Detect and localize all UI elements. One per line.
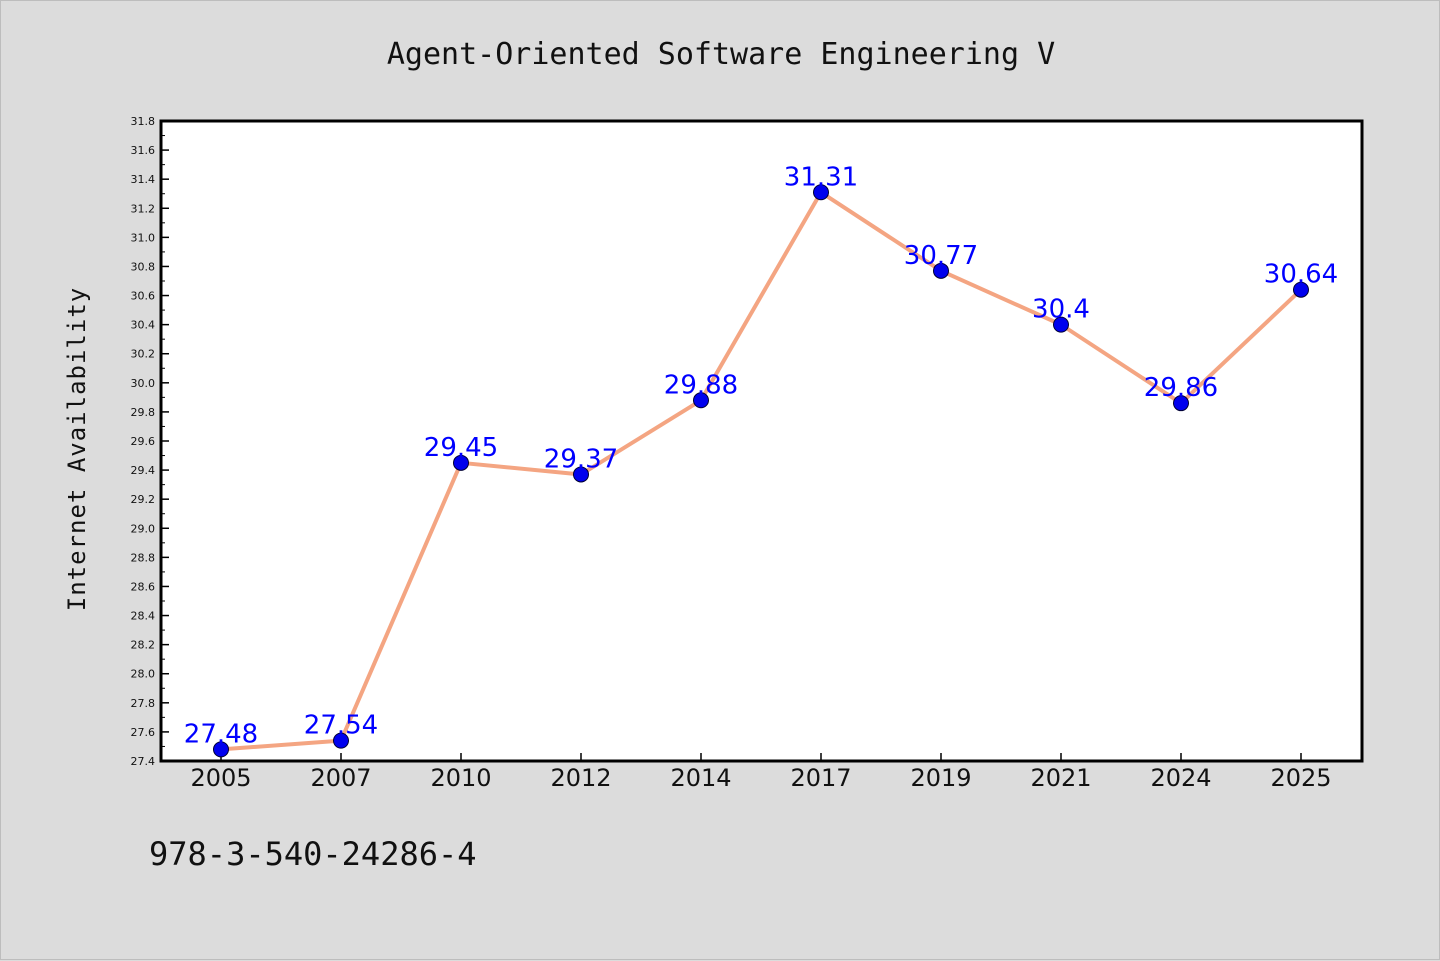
y-tick-label: 31.2: [131, 202, 156, 215]
y-tick-label: 30.2: [131, 348, 156, 361]
series-line: [220, 190, 1303, 752]
y-tick-label: 28.6: [131, 580, 156, 593]
y-tick-label: 30.0: [131, 377, 156, 390]
y-tick-label: 29.0: [131, 522, 156, 535]
series-layer: 27.48 27.54 29.45 29.37 29.88 31.31 30.77 30.4 2…: [184, 162, 1338, 758]
data-point: [1293, 281, 1309, 298]
y-tick-label: 29.4: [131, 464, 156, 477]
data-point: [693, 392, 709, 409]
data-label: 27.54: [304, 711, 378, 741]
y-tick-label: 30.6: [131, 290, 156, 303]
data-label: 29.88: [664, 370, 738, 400]
data-point: [213, 741, 229, 758]
data-label: 30.77: [904, 241, 978, 271]
plot-area: [161, 121, 1362, 761]
x-tick-label: 2025: [1270, 764, 1331, 792]
x-tick-label: 2012: [550, 764, 611, 792]
data-label: 29.45: [424, 433, 498, 463]
data-point: [1053, 316, 1069, 333]
y-tick-label: 30.8: [131, 260, 156, 273]
y-tick-label: 29.6: [131, 435, 156, 448]
data-label: 29.86: [1144, 373, 1218, 403]
y-tick-label: 28.8: [131, 551, 156, 564]
y-tick-label: 27.8: [131, 697, 156, 710]
y-tick-label: 31.0: [131, 231, 156, 244]
x-tick-label: 2007: [310, 764, 371, 792]
data-point: [573, 466, 589, 483]
x-tick-label: 2024: [1150, 764, 1211, 792]
x-tick-label: 2021: [1030, 764, 1091, 792]
y-tick-label: 29.8: [131, 406, 156, 419]
x-tick-label: 2017: [790, 764, 851, 792]
x-tick-label: 2019: [910, 764, 971, 792]
data-label: 29.37: [544, 444, 618, 474]
data-point: [933, 262, 949, 279]
plot-border: [159, 119, 1364, 763]
y-tick-label: 31.6: [131, 144, 156, 157]
y-tick-label: 29.2: [131, 493, 156, 506]
data-label: 31.31: [784, 162, 858, 192]
data-label: 30.64: [1264, 260, 1338, 290]
y-axis: 27.4 27.6 27.8 28.0 28.2 28.4 28.6 28.8 29.0 29.2…: [131, 115, 169, 768]
data-point: [453, 454, 469, 471]
data-point: [333, 732, 349, 749]
data-label: 30.4: [1032, 295, 1090, 325]
x-tick-label: 2014: [670, 764, 731, 792]
y-tick-label: 27.6: [131, 726, 156, 739]
y-tick-label: 30.4: [131, 319, 156, 332]
x-tick-label: 2005: [190, 764, 251, 792]
x-axis: 2005 2007 2010 2012 2014 2017 2019 2021 2024 2025: [190, 753, 1332, 792]
y-tick-label: 27.4: [131, 755, 156, 768]
data-point: [813, 184, 829, 201]
y-tick-label: 28.4: [131, 610, 156, 623]
data-point: [1173, 395, 1189, 412]
y-tick-label: 31.8: [131, 115, 156, 128]
y-tick-label: 28.2: [131, 639, 156, 652]
y-tick-label: 28.0: [131, 668, 156, 681]
y-axis-label: Internet Availability: [63, 287, 91, 611]
footer-isbn: 978-3-540-24286-4: [149, 835, 477, 873]
x-tick-label: 2010: [430, 764, 491, 792]
data-label: 27.48: [184, 719, 258, 749]
y-tick-label: 31.4: [131, 173, 156, 186]
chart-title: Agent-Oriented Software Engineering V: [387, 37, 1055, 72]
